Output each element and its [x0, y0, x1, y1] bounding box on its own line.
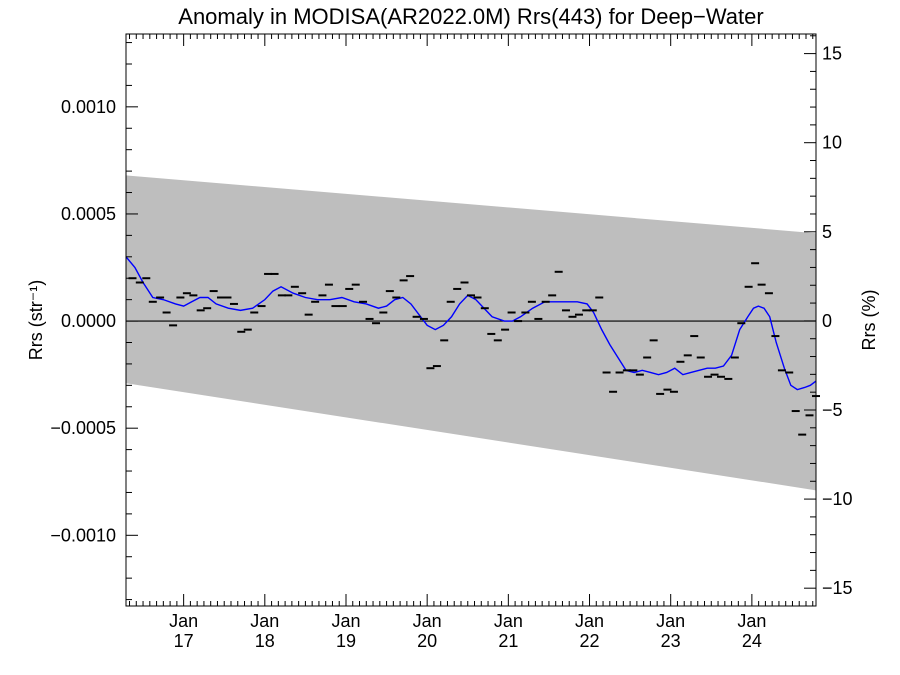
x-tick-year-label: 22	[580, 631, 600, 651]
x-tick-year-label: 19	[336, 631, 356, 651]
x-tick-month-label: Jan	[413, 611, 442, 631]
left-tick-label: 0.0010	[61, 97, 116, 117]
x-tick-year-label: 17	[174, 631, 194, 651]
left-tick-label: 0.0005	[61, 204, 116, 224]
x-tick-month-label: Jan	[737, 611, 766, 631]
right-tick-label: 15	[822, 44, 842, 64]
plot-area	[125, 33, 820, 607]
x-tick-month-label: Jan	[169, 611, 198, 631]
monthly-points	[128, 262, 820, 436]
left-axis-label: Rrs (str⁻¹)	[26, 280, 46, 360]
chart-title: Anomaly in MODISA(AR2022.0M) Rrs(443) fo…	[178, 4, 763, 29]
right-tick-label: 0	[822, 311, 832, 331]
left-axis: 0.0010 0.0005 0.0000 −0.0005 −0.0010	[50, 42, 138, 601]
x-tick-month-label: Jan	[331, 611, 360, 631]
right-tick-label: −10	[822, 489, 853, 509]
right-tick-label: 5	[822, 222, 832, 242]
left-tick-label: 0.0000	[61, 311, 116, 331]
right-axis-label: Rrs (%)	[859, 290, 879, 351]
smoothed-line	[125, 256, 817, 391]
x-tick-year-label: 23	[661, 631, 681, 651]
left-tick-label: −0.0010	[50, 525, 116, 545]
right-axis: 15 10 5 0 −5 −10 −15	[804, 35, 853, 607]
right-tick-label: −5	[822, 400, 843, 420]
x-tick-year-label: 18	[255, 631, 275, 651]
x-tick-year-label: 24	[742, 631, 762, 651]
x-tick-month-label: Jan	[250, 611, 279, 631]
uncertainty-band	[126, 175, 816, 491]
x-tick-month-label: Jan	[656, 611, 685, 631]
x-tick-year-label: 20	[417, 631, 437, 651]
plot-frame	[125, 33, 817, 607]
right-tick-label: 10	[822, 133, 842, 153]
x-tick-year-label: 21	[498, 631, 518, 651]
x-tick-month-label: Jan	[575, 611, 604, 631]
x-tick-month-label: Jan	[494, 611, 523, 631]
left-tick-label: −0.0005	[50, 418, 116, 438]
right-tick-label: −15	[822, 578, 853, 598]
